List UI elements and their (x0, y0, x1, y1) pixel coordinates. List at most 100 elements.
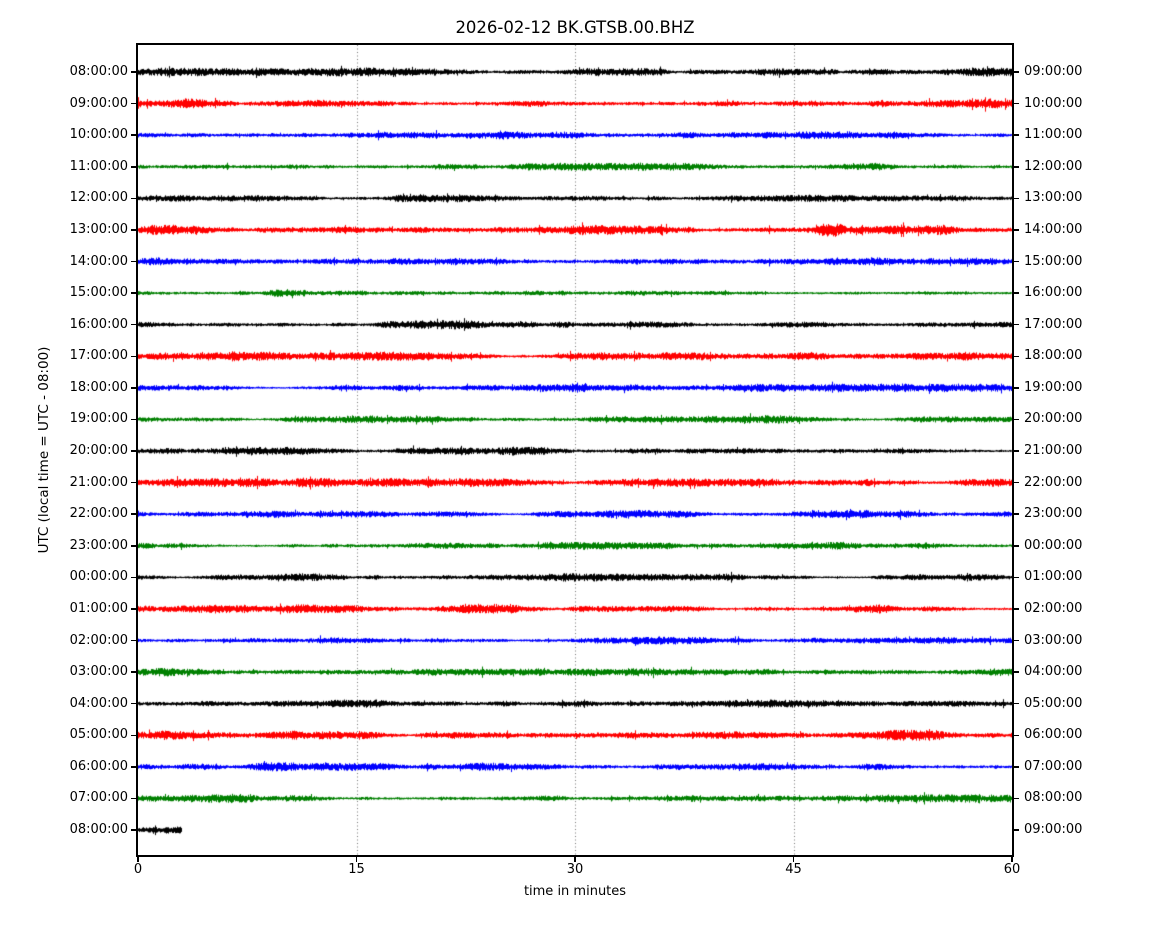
left-tick (131, 576, 136, 579)
utc-time-label: 16:00:00 (69, 316, 128, 332)
right-tick (1014, 639, 1019, 642)
local-time-label: 21:00:00 (1024, 443, 1083, 458)
local-time-label: 08:00:00 (1024, 790, 1083, 806)
right-tick (1014, 702, 1019, 705)
right-tick (1014, 829, 1019, 831)
right-tick (1014, 797, 1019, 800)
seismogram-canvas (138, 45, 1012, 855)
x-axis-tick (574, 857, 576, 862)
left-tick (131, 702, 136, 705)
x-axis-tick (1011, 857, 1013, 862)
utc-time-label: 09:00:00 (69, 95, 128, 111)
utc-time-label: 22:00:00 (69, 506, 128, 522)
right-tick (1014, 323, 1019, 326)
utc-time-label: 12:00:00 (69, 190, 128, 206)
utc-time-label: 15:00:00 (69, 285, 128, 301)
left-tick (131, 608, 136, 610)
right-tick (1014, 545, 1019, 547)
x-axis-tick-label: 60 (1003, 862, 1021, 877)
right-tick (1014, 766, 1019, 768)
left-tick (131, 671, 136, 673)
right-tick (1014, 134, 1019, 136)
left-tick (131, 292, 136, 294)
left-tick (131, 450, 136, 452)
local-time-label: 12:00:00 (1024, 158, 1083, 174)
right-tick (1014, 166, 1019, 168)
utc-time-label: 07:00:00 (69, 790, 128, 806)
utc-time-label: 14:00:00 (69, 253, 128, 269)
utc-time-label: 03:00:00 (69, 664, 128, 680)
left-tick (131, 166, 136, 168)
utc-time-label: 18:00:00 (69, 379, 128, 395)
local-time-label: 19:00:00 (1024, 379, 1083, 395)
chart-title: 2026-02-12 BK.GTSB.00.BHZ (455, 18, 695, 37)
left-tick (131, 513, 136, 515)
local-time-label: 23:00:00 (1024, 506, 1083, 522)
local-time-label: 18:00:00 (1024, 348, 1083, 364)
local-time-label: 09:00:00 (1024, 64, 1083, 79)
left-tick (131, 323, 136, 326)
right-tick (1014, 197, 1019, 200)
right-tick (1014, 481, 1019, 484)
right-tick (1014, 71, 1019, 73)
local-time-label: 22:00:00 (1024, 474, 1083, 490)
right-tick (1014, 418, 1019, 421)
left-tick (131, 418, 136, 421)
utc-time-label: 08:00:00 (69, 64, 128, 79)
utc-time-label: 20:00:00 (69, 443, 128, 458)
left-tick (131, 734, 136, 736)
utc-time-label: 06:00:00 (69, 758, 128, 774)
utc-time-label: 02:00:00 (69, 632, 128, 648)
local-time-label: 09:00:00 (1024, 822, 1083, 837)
right-tick (1014, 734, 1019, 736)
left-tick (131, 639, 136, 642)
local-time-label: 03:00:00 (1024, 632, 1083, 648)
left-tick (131, 481, 136, 484)
x-axis-tick (137, 857, 139, 862)
local-time-label: 15:00:00 (1024, 253, 1083, 269)
right-tick (1014, 608, 1019, 610)
utc-time-label: 13:00:00 (69, 221, 128, 237)
x-axis-tick-label: 0 (133, 862, 143, 877)
x-axis-tick-label: 15 (348, 862, 365, 877)
local-time-label: 04:00:00 (1024, 664, 1083, 680)
right-tick (1014, 292, 1019, 294)
right-tick (1014, 229, 1019, 231)
right-tick (1014, 387, 1019, 389)
left-tick (131, 797, 136, 800)
local-time-label: 02:00:00 (1024, 600, 1083, 616)
local-time-label: 14:00:00 (1024, 221, 1083, 237)
local-time-label: 05:00:00 (1024, 695, 1083, 711)
x-axis-title: time in minutes (523, 884, 627, 899)
left-tick (131, 71, 136, 73)
utc-time-label: 17:00:00 (69, 348, 128, 364)
left-tick (131, 229, 136, 231)
right-tick (1014, 450, 1019, 452)
local-time-label: 00:00:00 (1024, 537, 1083, 553)
left-tick (131, 355, 136, 357)
left-tick (131, 134, 136, 136)
x-axis-tick-label: 30 (566, 862, 584, 877)
utc-time-label: 01:00:00 (69, 600, 128, 616)
local-time-label: 11:00:00 (1024, 127, 1083, 143)
local-time-label: 16:00:00 (1024, 285, 1083, 301)
right-tick (1014, 671, 1019, 673)
left-tick (131, 829, 136, 831)
x-axis-tick-label: 45 (785, 862, 802, 877)
left-tick (131, 102, 136, 105)
utc-time-label: 19:00:00 (69, 411, 128, 427)
utc-time-label: 11:00:00 (69, 158, 128, 174)
utc-time-label: 23:00:00 (69, 537, 128, 553)
left-tick (131, 387, 136, 389)
utc-time-label: 10:00:00 (69, 127, 128, 143)
right-tick (1014, 102, 1019, 105)
utc-time-label: 00:00:00 (69, 569, 128, 585)
local-time-label: 01:00:00 (1024, 569, 1083, 585)
right-tick (1014, 513, 1019, 515)
local-time-label: 17:00:00 (1024, 316, 1083, 332)
local-time-label: 06:00:00 (1024, 727, 1083, 743)
right-tick (1014, 260, 1019, 263)
local-time-label: 10:00:00 (1024, 95, 1083, 111)
right-tick (1014, 355, 1019, 357)
